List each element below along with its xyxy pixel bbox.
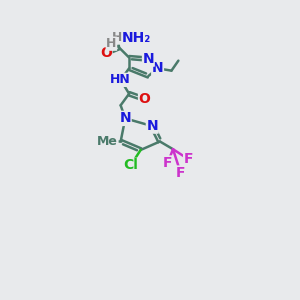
Text: Me: Me (97, 135, 118, 148)
Text: O: O (100, 46, 112, 60)
Text: N: N (146, 119, 158, 133)
Text: NH₂: NH₂ (122, 31, 152, 44)
Text: N: N (119, 111, 131, 125)
Text: N: N (152, 61, 164, 75)
Text: Cl: Cl (123, 158, 138, 172)
Text: F: F (163, 156, 172, 170)
Text: N: N (142, 52, 154, 66)
Text: HN: HN (110, 74, 131, 86)
Text: H: H (112, 31, 123, 44)
Text: H: H (106, 37, 117, 50)
Text: O: O (139, 92, 150, 106)
Text: F: F (176, 166, 185, 180)
Text: F: F (184, 152, 193, 166)
